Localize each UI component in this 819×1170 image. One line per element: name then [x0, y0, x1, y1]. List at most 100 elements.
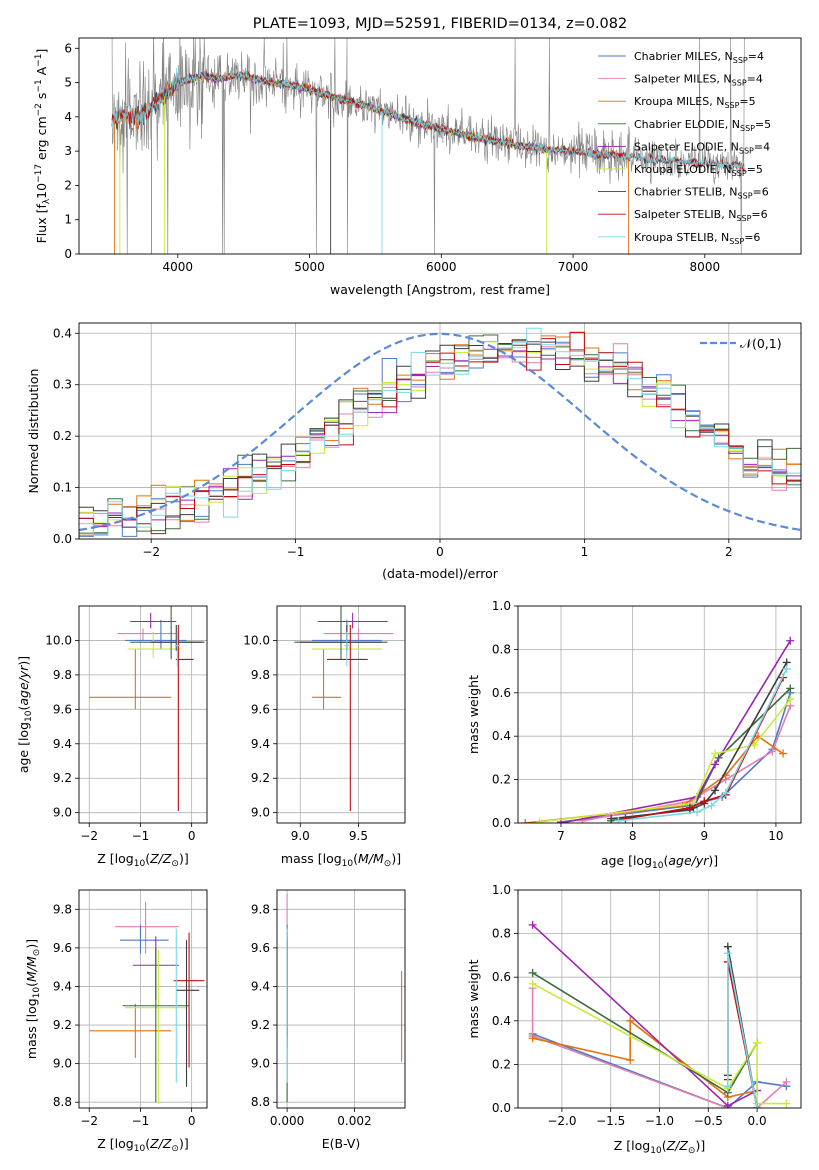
series-marker — [556, 819, 565, 823]
x-tick-label: −2 — [80, 829, 98, 843]
errorbar-chabrier_elodie — [294, 606, 388, 660]
y-axis-label: mass [log10​(M/M⊙​)] — [24, 939, 42, 1059]
errorbar-salpeter_miles — [323, 628, 394, 641]
y-tick-label: 0.6 — [492, 970, 511, 984]
series-line — [618, 668, 788, 822]
x-tick-label: 8000 — [690, 260, 721, 274]
x-tick-label: −2 — [80, 1114, 98, 1128]
y-tick-label: 6 — [64, 41, 72, 55]
x-tick-label: 0 — [188, 829, 196, 843]
y-tick-label: 10.0 — [243, 633, 270, 647]
errorbar-kroupa_stelib — [174, 631, 180, 667]
y-tick-label: 0.0 — [492, 1101, 511, 1115]
x-axis-label: age [log10​(age/yr)] — [601, 853, 718, 871]
series-marker — [723, 949, 732, 958]
hist-kroupa_stelib — [79, 327, 801, 536]
y-tick-label: 9.0 — [251, 1057, 270, 1071]
x-axis-label: Z [log10​(Z/Z⊙​)] — [614, 1138, 705, 1156]
x-tick-label: 7000 — [558, 260, 589, 274]
x-tick-label: 5000 — [294, 260, 325, 274]
y-tick-label: 9.6 — [53, 702, 72, 716]
series-line — [560, 640, 791, 823]
y-tick-label: 9.8 — [53, 902, 72, 916]
plot-area-mass-vs-ebv — [277, 890, 405, 1108]
x-tick-label: 8 — [629, 829, 637, 843]
plot-area-mass-weight-vs-age — [518, 606, 801, 823]
series-marker — [750, 740, 759, 749]
hist-salpeter_stelib — [79, 331, 801, 535]
series-line — [532, 1033, 787, 1108]
legend-label-chabrier_elodie: Chabrier ELODIE, NSSP=5 — [634, 118, 771, 133]
series-line — [532, 924, 758, 1107]
y-tick-label: 5 — [64, 76, 72, 90]
series-marker — [723, 1082, 732, 1091]
y-tick-label: 0.8 — [492, 642, 511, 656]
series-marker — [768, 747, 777, 756]
series-marker — [621, 814, 630, 823]
series-marker — [528, 920, 537, 929]
x-tick-label: −1 — [132, 1114, 150, 1128]
series-marker — [786, 684, 795, 693]
y-tick-label: 9.0 — [53, 1057, 72, 1071]
plot-area-spectrum — [111, 38, 745, 254]
x-axis-label: (data-model)/error — [382, 566, 499, 581]
y-tick-label: 9.2 — [251, 771, 270, 785]
series-marker — [700, 797, 709, 806]
y-tick-label: 8.8 — [251, 1095, 270, 1109]
errorbar-kroupa_stelib — [173, 928, 179, 1083]
y-tick-label: 0.4 — [492, 1014, 511, 1028]
errorbar-kroupa_miles — [89, 1003, 172, 1058]
legend-label-kroupa_miles: Kroupa MILES, NSSP=5 — [634, 95, 756, 110]
series-salpeter_elodie — [528, 920, 762, 1108]
legend-label-kroupa_stelib: Kroupa STELIB, NSSP=6 — [634, 231, 760, 246]
y-axis-label: Normed distribution — [26, 369, 41, 494]
x-tick-label: 0.002 — [337, 1114, 371, 1128]
series-kroupa_stelib — [723, 949, 762, 1108]
x-tick-label: −1.0 — [645, 1114, 674, 1128]
errorbar-salpeter_miles — [114, 901, 179, 954]
y-tick-label: 9.4 — [251, 979, 270, 993]
x-tick-label: −2.0 — [547, 1114, 576, 1128]
x-tick-label: 4000 — [163, 260, 194, 274]
series-marker — [614, 816, 623, 823]
legend-label-salpeter_stelib: Salpeter STELIB, NSSP=6 — [634, 208, 768, 223]
y-axis-label: Flux [fλ10−17 erg cm−2 s−1 A−1] — [34, 49, 52, 244]
x-tick-label: 6000 — [426, 260, 457, 274]
y-tick-label: 4 — [64, 110, 72, 124]
errorbar-salpeter_stelib — [173, 932, 205, 1068]
series-marker — [779, 749, 788, 758]
spectrum-data-line — [111, 38, 745, 254]
series-marker — [723, 1101, 732, 1108]
y-tick-label: 9.8 — [251, 668, 270, 682]
axes-frame — [78, 37, 802, 255]
series-line — [531, 988, 787, 1108]
x-tick-label: 2 — [725, 545, 733, 559]
errorbar-salpeter_elodie — [317, 612, 388, 629]
x-tick-label: 0 — [436, 545, 444, 559]
series-marker — [711, 760, 720, 769]
errorbar-salpeter_stelib — [327, 624, 368, 811]
x-tick-label: −0.5 — [694, 1114, 723, 1128]
y-tick-label: 9.8 — [53, 668, 72, 682]
axes-frame — [78, 605, 208, 824]
y-tick-label: 0.6 — [492, 686, 511, 700]
y-tick-label: 0.3 — [53, 378, 72, 392]
legend-label-salpeter_elodie: Salpeter ELODIE, NSSP=4 — [634, 140, 770, 155]
y-tick-label: 3 — [64, 144, 72, 158]
y-axis-label: mass weight — [466, 959, 481, 1038]
errorbar-chabrier_elodie — [122, 947, 190, 1103]
series-marker — [626, 1016, 635, 1025]
series-marker — [721, 788, 730, 797]
series-marker — [521, 819, 530, 823]
legend-label-chabrier_miles: Chabrier MILES, NSSP=4 — [634, 50, 764, 65]
panel-age-vs-Z: −2 −1 0 9.0 9.2 9.4 9.6 9.8 10.0 Z [log10​(Z/Z⊙​)… — [16, 605, 208, 869]
series-line — [560, 692, 792, 823]
x-tick-label: 0.000 — [270, 1114, 304, 1128]
series-marker — [782, 1099, 791, 1108]
panel-spectrum: 4000 5000 6000 7000 8000 0 1 2 3 4 5 6 wavelength [A… — [34, 37, 802, 297]
plot-area-age-vs-mass — [277, 606, 405, 823]
plot-area-mass-vs-Z — [79, 890, 207, 1108]
x-tick-label: 9 — [700, 829, 708, 843]
series-marker — [693, 808, 702, 817]
